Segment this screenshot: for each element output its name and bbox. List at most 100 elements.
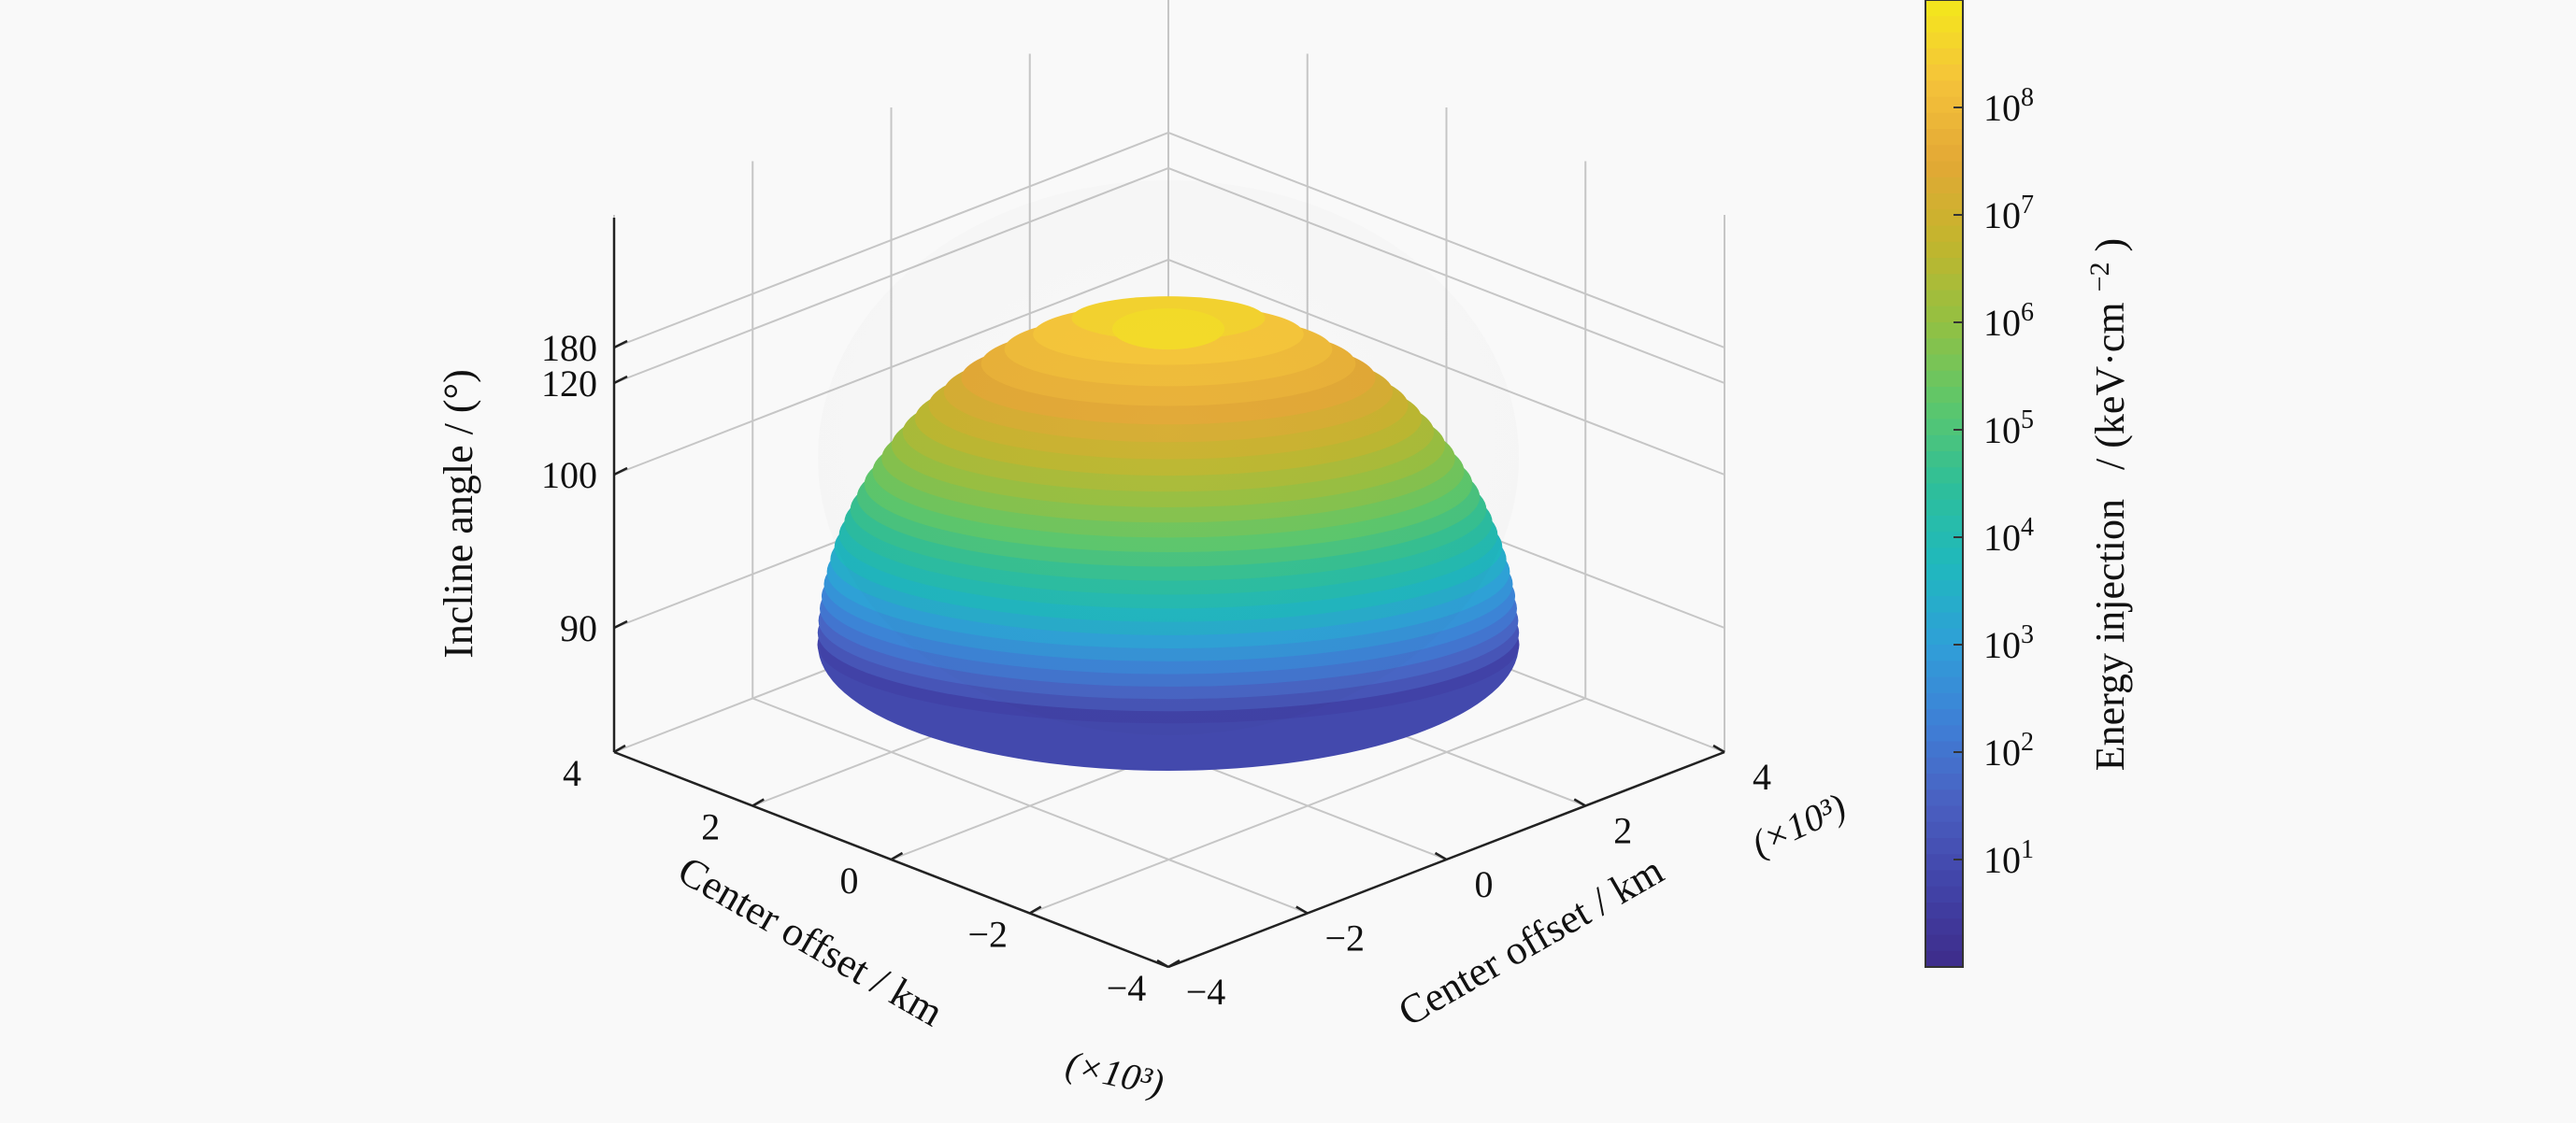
colorbar-segment xyxy=(1925,725,1963,743)
colorbar-segment xyxy=(1925,112,1963,130)
colorbar-segment xyxy=(1925,48,1963,65)
y-tick-mark xyxy=(1712,744,1725,754)
colorbar-segment xyxy=(1925,354,1963,372)
colorbar-label: Energy injection / (keV·cm −2 ) xyxy=(2072,238,2133,771)
x-tick-label: −4 xyxy=(1107,967,1147,1009)
colorbar-segment xyxy=(1925,16,1963,34)
colorbar-tick-label: 102 xyxy=(1983,728,2034,774)
colorbar-segment xyxy=(1925,692,1963,710)
x-tick-mark xyxy=(613,744,626,754)
colorbar-tick-label: 107 xyxy=(1983,191,2034,236)
y-axis-label: Center offset / km xyxy=(1391,847,1671,1035)
wall-grid-horizontal xyxy=(613,131,1725,348)
colorbar-segment xyxy=(1925,387,1963,405)
colorbar-segment xyxy=(1925,532,1963,549)
colorbar-tick-label: 104 xyxy=(1983,513,2034,559)
colorbar-segment xyxy=(1925,403,1963,420)
wall-grid-horizontal xyxy=(613,166,1725,384)
z-tick-mark xyxy=(613,375,628,385)
colorbar-segment xyxy=(1925,483,1963,501)
colorbar-segment xyxy=(1925,854,1963,872)
y-tick-mark xyxy=(1295,905,1309,915)
colorbar-segment xyxy=(1925,96,1963,114)
colorbar-segment xyxy=(1925,193,1963,211)
colorbar-segment xyxy=(1925,789,1963,807)
colorbar-frame xyxy=(1925,0,1964,968)
colorbar-segment xyxy=(1925,563,1963,581)
y-tick-mark xyxy=(1156,959,1169,969)
colorbar-segment xyxy=(1925,676,1963,694)
colorbar-segment xyxy=(1925,0,1963,18)
colorbar-label-exp: −2 xyxy=(2084,262,2115,291)
surface-dome xyxy=(817,180,1520,771)
y-tick-label: 4 xyxy=(1753,756,1771,798)
z-axis-label: Incline angle / (°) xyxy=(436,369,481,659)
colorbar-segment xyxy=(1925,258,1963,276)
x-tick-mark xyxy=(1167,959,1181,969)
x-tick-label: 2 xyxy=(701,806,720,848)
colorbar-segment xyxy=(1925,805,1963,823)
colorbar-segment xyxy=(1925,306,1963,323)
x-axis-label: Center offset / km xyxy=(670,847,951,1035)
colorbar-segment xyxy=(1925,419,1963,436)
colorbar-segment xyxy=(1925,499,1963,517)
colorbar-segment xyxy=(1925,177,1963,194)
colorbar-segment xyxy=(1925,64,1963,82)
colorbar-segment xyxy=(1925,32,1963,50)
colorbar-segment xyxy=(1925,274,1963,291)
colorbar-segment xyxy=(1925,241,1963,259)
colorbar-segment xyxy=(1925,886,1963,903)
colorbar-segment xyxy=(1925,434,1963,452)
colorbar-segment xyxy=(1925,145,1963,163)
surface-shading xyxy=(818,180,1519,735)
colorbar-tick-label: 108 xyxy=(1983,83,2034,129)
colorbar-segment xyxy=(1925,774,1963,791)
colorbar-segment xyxy=(1925,129,1963,147)
colorbar-segment xyxy=(1925,467,1963,485)
colorbar-segment xyxy=(1925,628,1963,646)
colorbar-label-close: ) xyxy=(2087,238,2133,252)
colorbar-segment xyxy=(1925,516,1963,533)
y-tick-label: −4 xyxy=(1186,971,1226,1013)
x-tick-label: 4 xyxy=(563,752,581,794)
colorbar-segment xyxy=(1925,950,1963,968)
colorbar-segment xyxy=(1925,209,1963,227)
colorbar-segment xyxy=(1925,741,1963,759)
colorbar: 101 102 103 104 105 106 107 108 xyxy=(1925,0,2034,968)
colorbar-tick-label: 101 xyxy=(1983,835,2034,881)
y-tick-label: 0 xyxy=(1475,863,1494,905)
colorbar-segment xyxy=(1925,870,1963,888)
colorbar-segment xyxy=(1925,370,1963,388)
colorbar-segment xyxy=(1925,80,1963,98)
x-tick-mark xyxy=(890,851,904,861)
colorbar-segment xyxy=(1925,612,1963,630)
y-tick-mark xyxy=(1434,851,1448,861)
x-axis-multiplier: (×10³) xyxy=(1062,1043,1167,1104)
z-tick-label: 100 xyxy=(541,454,597,496)
colorbar-segment xyxy=(1925,338,1963,356)
colorbar-segment xyxy=(1925,709,1963,727)
x-tick-mark xyxy=(751,798,765,807)
x-tick-label: −2 xyxy=(967,914,1008,956)
z-tick-mark xyxy=(613,466,628,476)
colorbar-segment xyxy=(1925,161,1963,178)
colorbar-segment xyxy=(1925,290,1963,307)
colorbar-segment xyxy=(1925,838,1963,856)
y-tick-label: 2 xyxy=(1613,810,1632,852)
colorbar-label-unit: / (keV·cm xyxy=(2087,302,2133,470)
colorbar-label-main: Energy injection xyxy=(2087,499,2133,771)
colorbar-segment xyxy=(1925,322,1963,340)
colorbar-segment xyxy=(1925,757,1963,775)
z-tick-mark xyxy=(613,339,628,349)
colorbar-segment xyxy=(1925,661,1963,678)
z-tick-mark xyxy=(613,619,628,630)
colorbar-tick-label: 105 xyxy=(1983,405,2034,451)
z-tick-label: 90 xyxy=(560,607,597,649)
colorbar-segment xyxy=(1925,225,1963,243)
colorbar-tick-label: 106 xyxy=(1983,298,2034,344)
x-tick-label: 0 xyxy=(840,860,859,902)
colorbar-segment xyxy=(1925,903,1963,920)
